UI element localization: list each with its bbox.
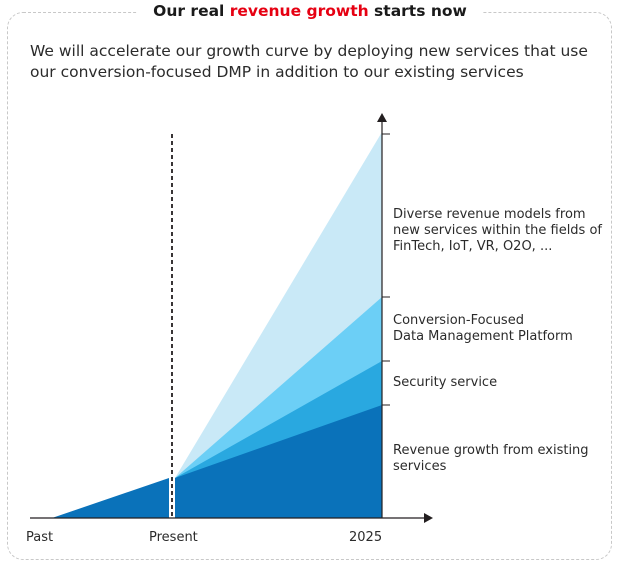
x-label-past: Past: [26, 530, 53, 545]
y-axis-arrow: [377, 113, 387, 122]
label-dmp-line-2: Data Management Platform: [393, 329, 573, 344]
title-prefix: Our real: [153, 2, 230, 20]
x-axis-arrow: [424, 513, 433, 523]
title-highlight: revenue growth: [229, 2, 369, 20]
label-existing-line-1: Revenue growth from existing: [393, 443, 589, 458]
page-title: Our real revenue growth starts now: [137, 0, 483, 22]
label-dmp-line-1: Conversion-Focused: [393, 313, 524, 328]
title-suffix: starts now: [368, 2, 467, 20]
label-dmp: Conversion-Focused Data Management Platf…: [393, 313, 573, 344]
label-diverse: Diverse revenue models from new services…: [393, 207, 606, 254]
past-growth-area: [52, 478, 169, 518]
x-label-present: Present: [149, 530, 198, 545]
label-security-line-1: Security service: [393, 375, 497, 390]
title-bar: Our real revenue growth starts now: [0, 0, 620, 22]
label-security: Security service: [393, 375, 497, 390]
label-existing: Revenue growth from existing services: [393, 443, 593, 474]
label-existing-line-2: services: [393, 459, 447, 474]
intro-line-2: our conversion-focused DMP in addition t…: [30, 63, 524, 81]
label-diverse-line-3: FinTech, IoT, VR, O2O, ...: [393, 239, 552, 254]
layer-existing-area: [175, 405, 382, 518]
intro-line-1: We will accelerate our growth curve by d…: [30, 42, 588, 60]
label-diverse-line-2: new services within the fields of: [393, 223, 602, 238]
present-gap: [169, 476, 175, 519]
x-label-2025: 2025: [349, 530, 382, 545]
intro-text: We will accelerate our growth curve by d…: [30, 41, 600, 83]
label-diverse-line-1: Diverse revenue models from: [393, 207, 586, 222]
